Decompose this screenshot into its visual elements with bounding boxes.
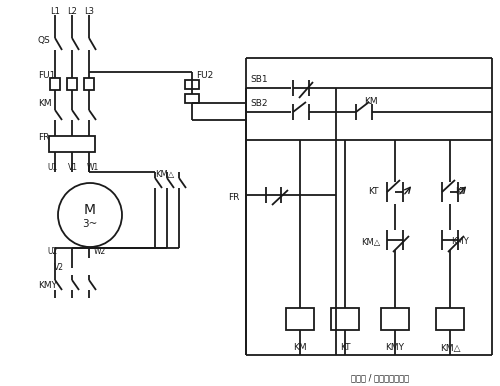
Text: W1: W1 (87, 163, 99, 171)
Text: KM: KM (293, 344, 307, 352)
Text: U1: U1 (47, 163, 57, 171)
Text: FR: FR (38, 132, 50, 142)
Text: L2: L2 (67, 7, 77, 17)
Text: U2: U2 (47, 247, 57, 257)
Bar (185, 80, 199, 89)
Bar (286, 308, 314, 330)
Text: KT: KT (368, 188, 378, 196)
Text: L3: L3 (84, 7, 94, 17)
Text: KM△: KM△ (440, 344, 460, 352)
Text: SB1: SB1 (250, 76, 268, 85)
Text: 3~: 3~ (82, 219, 98, 229)
Text: FU1: FU1 (38, 71, 56, 81)
Text: KT: KT (455, 188, 465, 196)
Bar (436, 308, 464, 330)
Bar (84, 78, 94, 90)
Text: SB2: SB2 (250, 100, 268, 108)
Bar (185, 94, 199, 103)
Text: V2: V2 (54, 264, 64, 273)
Text: KT: KT (340, 344, 350, 352)
Text: KM: KM (38, 100, 52, 108)
Text: KM: KM (364, 98, 378, 107)
Text: KM△: KM△ (155, 171, 174, 179)
Text: KMY: KMY (386, 344, 404, 352)
Bar (381, 308, 409, 330)
Text: M: M (84, 203, 96, 217)
Text: KMY: KMY (451, 237, 469, 247)
Text: L1: L1 (50, 7, 60, 17)
Text: QS: QS (38, 36, 51, 44)
Bar (50, 78, 60, 90)
Text: KMY: KMY (38, 281, 57, 290)
Bar (49, 136, 95, 152)
Text: 头条号 / 电气自动化应用: 头条号 / 电气自动化应用 (351, 374, 409, 383)
Text: KM△: KM△ (362, 237, 380, 247)
Text: FR: FR (228, 193, 239, 201)
Text: FU2: FU2 (196, 71, 213, 81)
Text: V1: V1 (68, 163, 78, 171)
Text: W2: W2 (94, 247, 106, 257)
Bar (67, 78, 77, 90)
Circle shape (58, 183, 122, 247)
Bar (331, 308, 359, 330)
